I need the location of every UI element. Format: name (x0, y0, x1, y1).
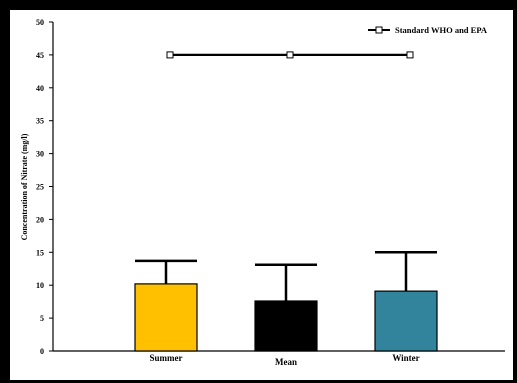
legend-square-marker (375, 26, 383, 34)
y-tick-label: 10 (36, 281, 44, 290)
y-axis-label: Concentration of Nitrate (mg/l) (20, 133, 29, 240)
y-tick-label: 20 (36, 215, 44, 224)
category-labels: Summer Mean Winter (150, 353, 420, 367)
y-tick-label: 50 (36, 18, 44, 27)
reference-point-marker (406, 51, 414, 59)
bar-mean (254, 300, 318, 352)
y-tick-label: 0 (40, 347, 44, 356)
y-tick-label: 40 (36, 84, 44, 93)
reference-point-marker (286, 51, 294, 59)
category-label: Mean (275, 357, 297, 367)
y-tick-label: 45 (36, 51, 44, 60)
error-bars (135, 251, 437, 301)
bar-winter (374, 290, 438, 352)
legend-label: Standard WHO and EPA (395, 25, 488, 35)
y-tick-label: 15 (36, 248, 44, 257)
category-label: Winter (392, 353, 419, 363)
reference-line-series (166, 51, 414, 59)
y-tick-label: 35 (36, 117, 44, 126)
y-tick-label: 5 (40, 314, 44, 323)
bars (134, 283, 438, 352)
y-tick-label: 25 (36, 183, 44, 192)
bar-summer (134, 283, 198, 352)
y-tick-label: 30 (36, 150, 44, 159)
legend: Standard WHO and EPA (368, 25, 488, 35)
category-label: Summer (150, 353, 183, 363)
reference-point-marker (166, 51, 174, 59)
